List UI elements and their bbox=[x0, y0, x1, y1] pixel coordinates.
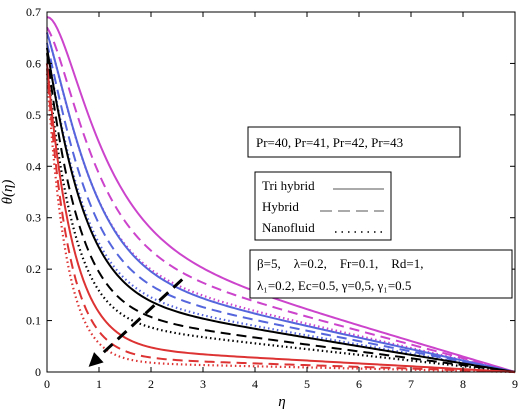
params-box bbox=[249, 249, 513, 299]
legend-box bbox=[254, 171, 392, 241]
arrow-shaft bbox=[95, 278, 184, 360]
legend-label-nanofluid: Nanofluid bbox=[262, 220, 315, 235]
legend-label-hybrid: Hybrid bbox=[262, 199, 299, 214]
y-tick-label: 0.4 bbox=[26, 159, 41, 173]
series-line-4 bbox=[46, 32, 516, 373]
params-line-2: λ₁=0.2, Ec=0.5, γ=0,5, γ₁=0.5 bbox=[257, 278, 411, 293]
y-tick-label: 0.6 bbox=[26, 56, 41, 70]
legend-label-trihybrid: Tri hybrid bbox=[262, 178, 315, 193]
y-tick-label: 0.3 bbox=[26, 211, 41, 225]
y-tick-label: 0.5 bbox=[26, 108, 41, 122]
y-tick-label: 0.1 bbox=[26, 314, 41, 328]
series-line-11 bbox=[46, 68, 516, 373]
x-axis-label: η bbox=[278, 394, 285, 410]
arrow-head bbox=[88, 352, 104, 367]
x-tick-label: 8 bbox=[460, 377, 466, 391]
series-line-10 bbox=[46, 63, 516, 373]
x-tick-label: 9 bbox=[512, 377, 518, 391]
series-line-1 bbox=[46, 16, 516, 373]
x-tick-label: 3 bbox=[200, 377, 206, 391]
y-tick-label: 0.7 bbox=[26, 5, 41, 19]
x-tick-label: 4 bbox=[252, 377, 258, 391]
x-tick-label: 0 bbox=[44, 377, 50, 391]
pr-annotation-text: Pr=40, Pr=41, Pr=42, Pr=43 bbox=[256, 135, 403, 150]
series-line-7 bbox=[46, 47, 516, 373]
series-line-2 bbox=[46, 26, 516, 373]
pr-annotation-box bbox=[247, 126, 461, 158]
axis-ticks: 0 1 2 3 4 5 6 7 8 9 0 0.1 0.2 0.3 0.4 0.5 0.6 0.7 bbox=[26, 5, 518, 391]
params-line-1: β=5, λ=0.2, Fr=0.1, Rd=1, bbox=[257, 256, 423, 271]
y-tick-label: 0 bbox=[35, 365, 41, 379]
x-tick-label: 2 bbox=[148, 377, 154, 391]
trend-arrow bbox=[88, 278, 184, 367]
x-tick-label: 1 bbox=[96, 377, 102, 391]
series-lines bbox=[45, 16, 516, 374]
x-tick-label: 6 bbox=[356, 377, 362, 391]
x-tick-label: 7 bbox=[408, 377, 414, 391]
y-axis-label: θ(η) bbox=[0, 180, 16, 205]
x-tick-label: 5 bbox=[304, 377, 310, 391]
series-line-12 bbox=[45, 73, 516, 374]
plot-frame bbox=[46, 11, 516, 373]
series-line-5 bbox=[46, 42, 516, 373]
y-tick-label: 0.2 bbox=[26, 262, 41, 276]
